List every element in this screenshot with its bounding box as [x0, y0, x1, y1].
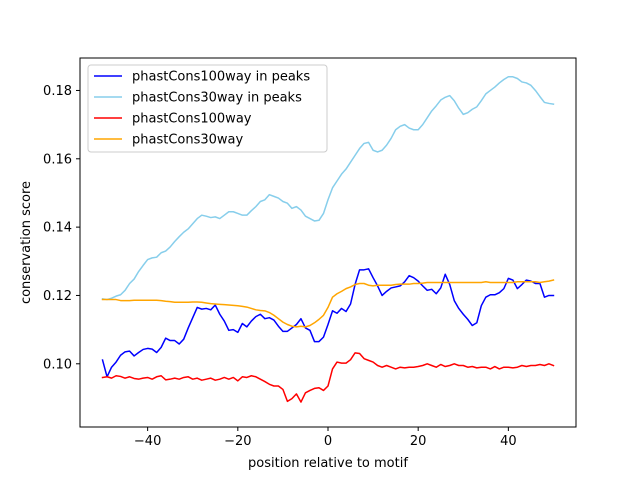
y-tick-label: 0.16 — [43, 152, 72, 167]
x-tick-label: −40 — [134, 434, 161, 449]
x-tick-label: 0 — [324, 434, 332, 449]
legend-entries: phastCons100way in peaks phastCons30way i… — [94, 70, 310, 148]
y-tick-label: 0.18 — [43, 84, 72, 99]
legend-label-1: phastCons30way in peaks — [132, 91, 302, 106]
x-tick-label: 20 — [410, 434, 427, 449]
series-line-3 — [101, 279, 555, 328]
legend: phastCons100way in peaks phastCons30way i… — [87, 64, 328, 153]
series-line-1 — [101, 76, 555, 301]
legend-label-3: phastCons30way — [132, 133, 244, 148]
legend-label-0: phastCons100way in peaks — [132, 70, 310, 85]
x-tick-label: 40 — [500, 434, 517, 449]
series-layer — [101, 76, 555, 403]
series-line-0 — [101, 268, 555, 378]
x-axis-label: position relative to motif — [248, 456, 408, 471]
y-axis-ticks: 0.10 0.12 0.14 0.16 0.18 — [43, 84, 80, 372]
y-tick-label: 0.12 — [43, 289, 72, 304]
y-tick-label: 0.10 — [43, 357, 72, 372]
y-tick-label: 0.14 — [43, 221, 72, 236]
x-axis-ticks: −40 −20 0 20 40 — [134, 427, 517, 449]
legend-box — [87, 64, 328, 153]
legend-label-2: phastCons100way — [132, 112, 252, 127]
y-axis-label: conservation score — [19, 181, 34, 304]
x-tick-label: −20 — [224, 434, 251, 449]
series-line-2 — [101, 352, 555, 403]
